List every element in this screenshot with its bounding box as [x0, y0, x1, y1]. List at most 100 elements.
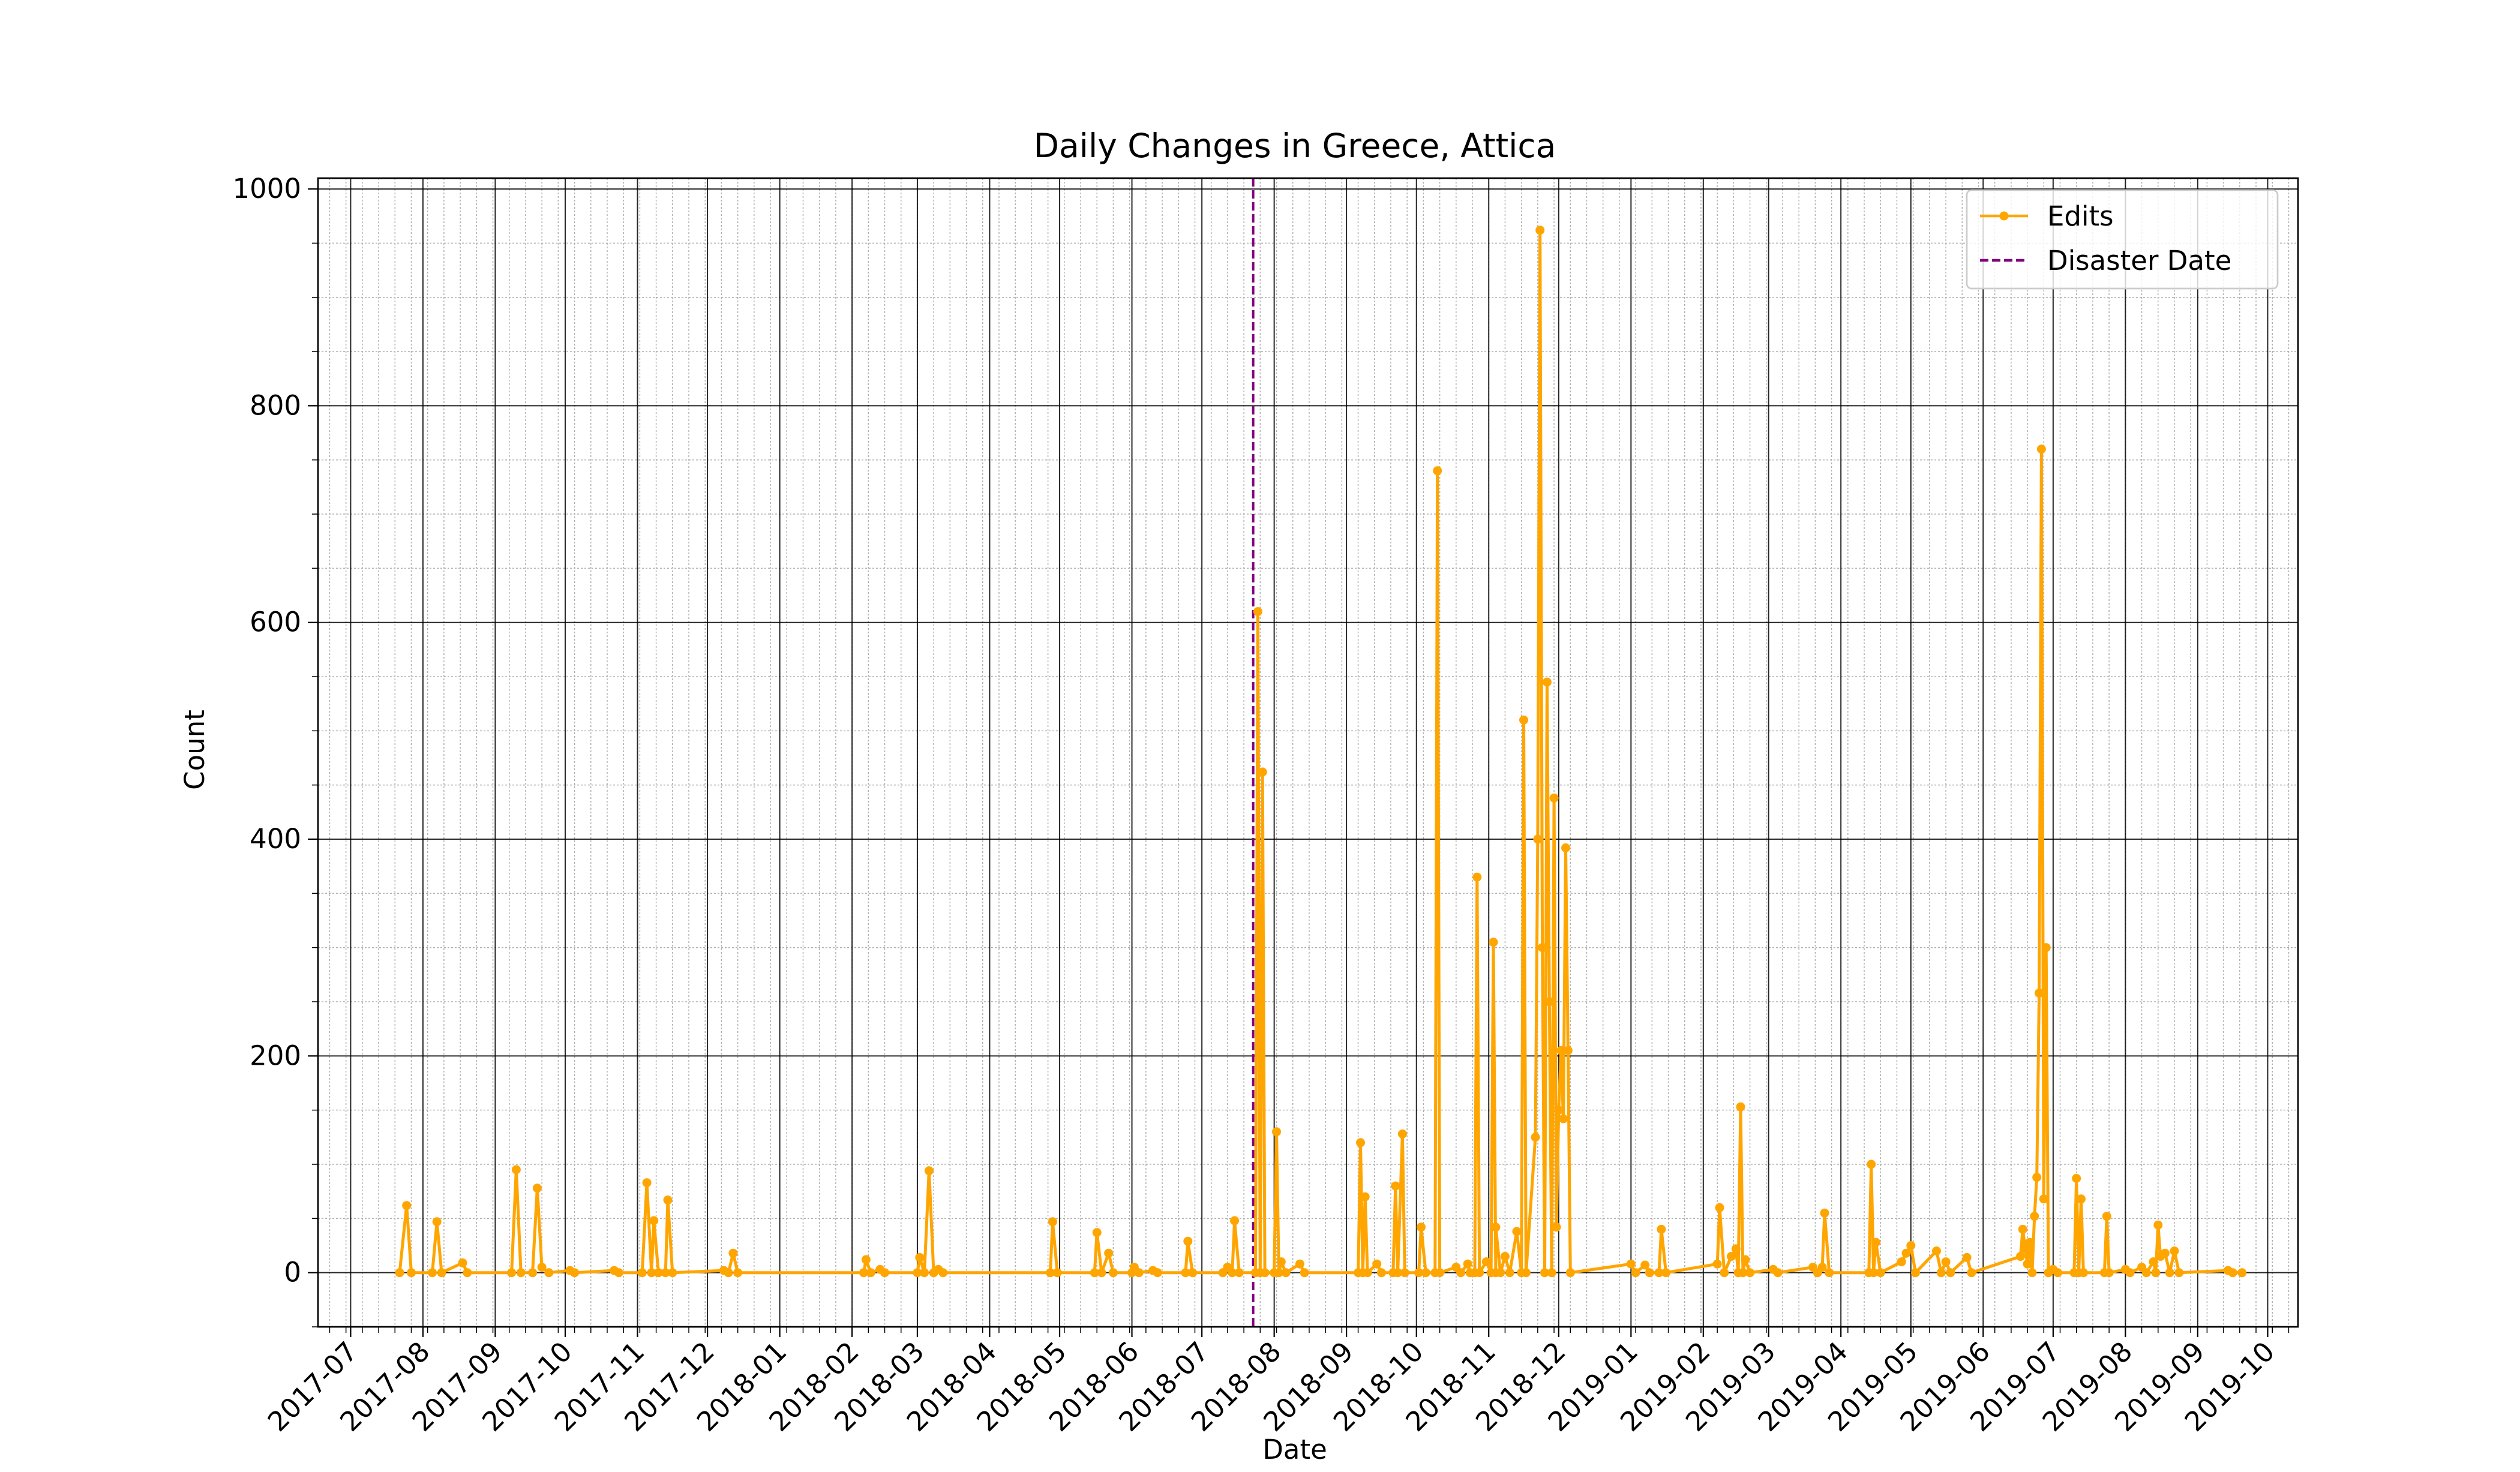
edits-point: [402, 1201, 412, 1210]
edits-point: [1258, 767, 1267, 777]
edits-point: [861, 1255, 871, 1264]
edits-point: [1463, 1259, 1472, 1269]
edits-point: [1433, 466, 1442, 476]
edits-point: [1817, 1263, 1827, 1272]
edits-point: [1276, 1257, 1286, 1267]
edits-point: [1531, 1132, 1540, 1142]
y-axis-label: Count: [179, 710, 211, 790]
edits-point: [1496, 1268, 1505, 1278]
edits-point: [728, 1248, 738, 1258]
edits-point: [528, 1268, 538, 1278]
edits-point: [2077, 1194, 2086, 1204]
edits-point: [532, 1183, 542, 1193]
edits-point: [1356, 1138, 1365, 1147]
edits-point: [724, 1268, 733, 1278]
edits-point: [924, 1166, 934, 1176]
edits-point: [1631, 1268, 1640, 1278]
edits-point: [654, 1268, 663, 1278]
edits-point: [1825, 1268, 1834, 1278]
edits-point: [544, 1268, 554, 1278]
edits-point: [1559, 1114, 1568, 1123]
edits-point: [1871, 1237, 1880, 1247]
edits-point: [2018, 1224, 2027, 1234]
edits-point: [1181, 1268, 1190, 1278]
edits-point: [2237, 1268, 2247, 1278]
edits-point: [1712, 1259, 1722, 1269]
edits-point: [1962, 1252, 1972, 1262]
edits-point: [1946, 1268, 1955, 1278]
edits-point: [1661, 1268, 1671, 1278]
edits-point: [1472, 872, 1482, 882]
edits-point: [1376, 1268, 1386, 1278]
edits-point: [1134, 1268, 1144, 1278]
edits-point: [1547, 1268, 1556, 1278]
edits-point: [1773, 1268, 1783, 1278]
edits-point: [1552, 1222, 1561, 1232]
edits-point: [1435, 1268, 1445, 1278]
edits-point: [1645, 1268, 1654, 1278]
edits-point: [1867, 1159, 1876, 1169]
edits-point: [1561, 843, 1570, 852]
edits-point: [2030, 1212, 2039, 1221]
edits-point: [1820, 1208, 1829, 1218]
edits-point: [1183, 1236, 1193, 1246]
edits-point: [2149, 1257, 2158, 1267]
edits-point: [1901, 1248, 1911, 1258]
plot-frame: [317, 177, 2299, 1328]
edits-point: [1512, 1227, 1522, 1236]
edits-point: [1941, 1257, 1951, 1267]
edits-point: [1738, 1268, 1748, 1278]
edits-point: [458, 1258, 467, 1267]
edits-point: [2151, 1268, 2161, 1278]
edits-point: [1360, 1192, 1370, 1201]
edits-point: [2102, 1212, 2111, 1221]
edits-point: [2160, 1248, 2170, 1258]
edits-point: [1519, 715, 1528, 725]
edits-point: [537, 1263, 547, 1272]
edits-point: [1489, 938, 1498, 947]
edits-point: [1657, 1224, 1666, 1234]
edits-point: [859, 1268, 868, 1278]
series-layer: [395, 226, 2247, 1278]
edits-point: [1731, 1244, 1741, 1254]
edits-point: [2039, 1194, 2048, 1204]
edits-point: [1544, 997, 1554, 1007]
chart-title: Daily Changes in Greece, Attica: [1034, 127, 1556, 165]
y-tick-labels: 0 200 400 600 800 1000: [232, 173, 301, 1288]
legend-disaster-label: Disaster Date: [2047, 245, 2231, 277]
edits-point: [637, 1268, 647, 1278]
edits-point: [2170, 1246, 2179, 1255]
edits-point: [1397, 1129, 1407, 1138]
y-tick-label: 0: [284, 1257, 301, 1288]
edits-point: [1521, 1268, 1531, 1278]
edits-point: [1260, 1268, 1270, 1278]
edits-point: [1188, 1268, 1198, 1278]
edits-point: [1745, 1268, 1755, 1278]
edits-point: [2020, 1244, 2030, 1254]
edits-point: [516, 1268, 526, 1278]
edits-point: [614, 1268, 623, 1278]
legend-edits-marker: [1999, 211, 2009, 221]
edits-point: [938, 1268, 948, 1278]
legend: Edits Disaster Date: [1966, 189, 2279, 290]
edits-point: [1092, 1228, 1102, 1237]
edits-point: [2025, 1237, 2035, 1247]
edits-point: [1626, 1259, 1636, 1269]
edits-point: [1052, 1268, 1062, 1278]
edits-point: [1538, 943, 1547, 953]
edits-point: [1295, 1259, 1304, 1269]
edits-point: [2165, 1268, 2174, 1278]
edits-point: [2153, 1220, 2163, 1230]
edits-point: [1228, 1268, 1237, 1278]
edits-point: [1932, 1246, 1941, 1255]
edits-point: [1549, 793, 1559, 803]
edits-point: [2035, 989, 2044, 998]
edits-point: [661, 1268, 670, 1278]
edits-point: [1563, 1046, 1573, 1055]
edits-point: [1715, 1203, 1724, 1212]
edits-point: [1565, 1268, 1575, 1278]
y-tick-label: 800: [250, 389, 301, 421]
edits-point: [1741, 1255, 1750, 1264]
edits-point: [668, 1268, 677, 1278]
